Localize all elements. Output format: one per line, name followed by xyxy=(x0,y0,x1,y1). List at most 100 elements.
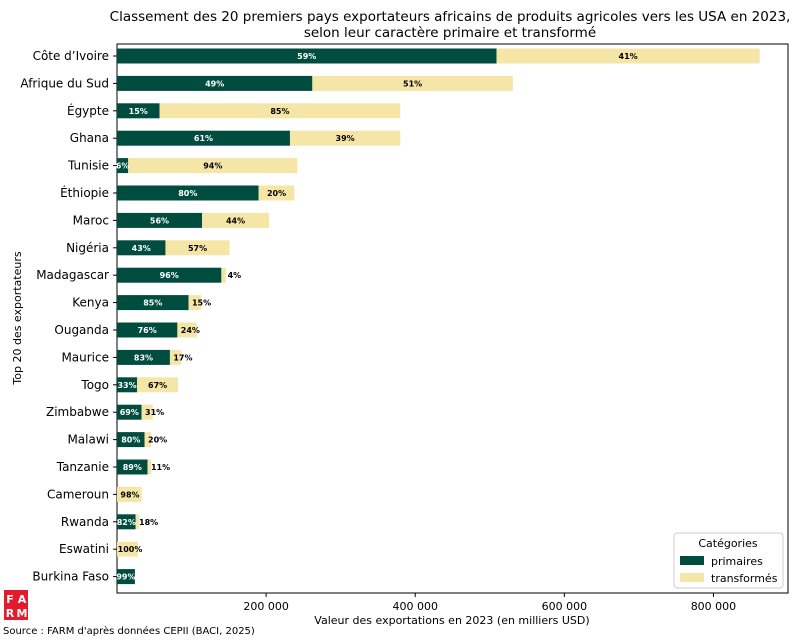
logo-letter-a: A xyxy=(18,593,27,606)
bar-primaires-afrique-du-sud xyxy=(117,75,313,91)
data-label-primaires-maroc: 56% xyxy=(150,216,169,225)
legend-swatch-transformes xyxy=(680,573,704,582)
bar-transformes-kenya xyxy=(188,295,202,311)
bars-group xyxy=(117,48,760,585)
bar-primaires-ghana xyxy=(117,130,290,146)
data-label-transformes-zimbabwe: 31% xyxy=(145,408,164,417)
bar-transformes-ghana xyxy=(289,130,401,146)
logo-letter-m: M xyxy=(17,607,28,620)
data-label-primaires-egypte: 15% xyxy=(129,107,148,116)
data-label-transformes-ethiopie: 20% xyxy=(267,189,286,198)
data-label-primaires-cote-d-ivoire: 59% xyxy=(297,52,316,61)
y-tick-label-egypte: Égypte xyxy=(67,103,109,118)
bar-primaires-madagascar xyxy=(117,267,222,283)
data-label-primaires-madagascar: 96% xyxy=(160,271,179,280)
bar-transformes-afrique-du-sud xyxy=(312,75,513,91)
data-label-primaires-ghana: 61% xyxy=(194,134,213,143)
data-label-transformes-egypte: 85% xyxy=(270,107,289,116)
y-tick-label-tanzanie: Tanzanie xyxy=(56,460,109,474)
data-label-transformes-malawi: 20% xyxy=(148,436,167,445)
data-label-transformes-maurice: 17% xyxy=(173,353,192,362)
data-label-primaires-burkina-faso: 99% xyxy=(116,573,135,582)
bar-transformes-maroc xyxy=(201,212,270,228)
bar-primaires-maurice xyxy=(117,349,170,365)
y-tick-label-eswatini: Eswatini xyxy=(59,542,109,556)
percent-labels-group: 59% 41% 49% 51% 15% 85% 61% 39% 6% 94% 80% 20% 56% 44… xyxy=(116,52,638,582)
y-tick-label-togo: Togo xyxy=(80,378,109,392)
chart-title-line-1: Classement des 20 premiers pays exportat… xyxy=(110,9,791,25)
data-label-primaires-tanzanie: 89% xyxy=(123,463,142,472)
y-tick-label-tunisie: Tunisie xyxy=(67,159,109,173)
data-label-primaires-ouganda: 76% xyxy=(138,326,157,335)
data-label-transformes-ouganda: 24% xyxy=(181,326,200,335)
bar-primaires-ethiopie xyxy=(117,185,259,201)
data-label-transformes-togo: 67% xyxy=(148,381,167,390)
data-label-transformes-afrique-du-sud: 51% xyxy=(403,79,422,88)
y-tick-label-rwanda: Rwanda xyxy=(61,515,109,529)
bar-primaires-kenya xyxy=(117,295,189,311)
bar-primaires-maroc xyxy=(117,212,202,228)
data-label-transformes-ghana: 39% xyxy=(336,134,355,143)
bar-primaires-nigeria xyxy=(117,240,166,256)
y-tick-label-madagascar: Madagascar xyxy=(36,268,109,282)
bar-transformes-ouganda xyxy=(177,322,197,338)
data-label-transformes-cote-d-ivoire: 41% xyxy=(619,52,638,61)
bar-primaires-burkina-faso xyxy=(117,569,135,585)
legend-title: Catégories xyxy=(698,537,758,550)
y-tick-label-burkina-faso: Burkina Faso xyxy=(32,570,109,584)
data-label-transformes-madagascar: 4% xyxy=(228,271,242,280)
farm-logo-background xyxy=(4,590,28,620)
bar-transformes-tunisie xyxy=(128,158,298,174)
y-tick-label-maroc: Maroc xyxy=(73,213,109,227)
bar-transformes-ethiopie xyxy=(258,185,295,201)
logo-letter-r: R xyxy=(6,607,15,620)
y-tick-label-cote-d-ivoire: Côte d’Ivoire xyxy=(33,49,109,63)
y-tick-label-ouganda: Ouganda xyxy=(54,323,109,337)
data-label-primaires-zimbabwe: 69% xyxy=(120,408,139,417)
y-tick-label-nigeria: Nigéria xyxy=(66,241,109,255)
data-label-primaires-ethiopie: 80% xyxy=(178,189,197,198)
legend-label-primaires: primaires xyxy=(711,555,763,568)
data-label-transformes-eswatini: 100% xyxy=(118,545,143,554)
bar-transformes-rwanda xyxy=(135,514,140,530)
bar-primaires-tunisie xyxy=(117,158,129,174)
y-tick-label-ghana: Ghana xyxy=(70,131,109,145)
x-axis-label: Valeur des exportations en 2023 (en mill… xyxy=(314,614,589,627)
bar-primaires-zimbabwe xyxy=(117,404,142,420)
bar-transformes-malawi xyxy=(144,432,152,448)
bar-primaires-egypte xyxy=(117,103,160,119)
bar-primaires-ouganda xyxy=(117,322,178,338)
bar-primaires-cote-d-ivoire xyxy=(117,48,497,64)
legend-label-transformes: transformés xyxy=(711,572,778,585)
data-label-primaires-rwanda: 82% xyxy=(117,518,136,527)
y-tick-labels-group: Côte d’Ivoire Afrique du Sud Égypte Ghana Tu… xyxy=(20,49,117,584)
bar-transformes-maurice xyxy=(169,349,182,365)
plot-frame xyxy=(116,43,789,594)
data-label-primaires-malawi: 80% xyxy=(121,436,140,445)
bar-transformes-nigeria xyxy=(165,240,230,256)
source-note: Source : FARM d'après données CEPII (BAC… xyxy=(3,625,255,637)
legend-swatch-primaires xyxy=(680,556,704,565)
y-tick-label-zimbabwe: Zimbabwe xyxy=(46,405,109,419)
x-tick-label-600000: 600 000 xyxy=(542,600,588,613)
bar-primaires-malawi xyxy=(117,432,145,448)
legend: Catégories primaires transformés xyxy=(673,532,784,589)
x-ticks-group: 200 000 400 000 600 000 800 000 xyxy=(243,593,736,613)
bar-transformes-madagascar xyxy=(221,267,226,283)
data-label-transformes-tunisie: 94% xyxy=(203,162,222,171)
y-tick-label-cameroun: Cameroun xyxy=(47,487,109,501)
data-label-primaires-maurice: 83% xyxy=(134,353,153,362)
logo-letter-f: F xyxy=(6,593,14,606)
data-label-primaires-nigeria: 43% xyxy=(132,244,151,253)
bar-transformes-zimbabwe xyxy=(141,404,153,420)
y-tick-label-maurice: Maurice xyxy=(61,350,109,364)
data-label-primaires-togo: 33% xyxy=(117,381,136,390)
data-label-transformes-cameroun: 98% xyxy=(120,490,139,499)
data-label-transformes-rwanda: 18% xyxy=(139,518,158,527)
bar-transformes-cote-d-ivoire xyxy=(496,48,760,64)
data-label-transformes-kenya: 15% xyxy=(192,299,211,308)
x-tick-label-800000: 800 000 xyxy=(691,600,737,613)
bar-transformes-eswatini xyxy=(117,541,138,557)
bar-primaires-rwanda xyxy=(117,514,136,530)
